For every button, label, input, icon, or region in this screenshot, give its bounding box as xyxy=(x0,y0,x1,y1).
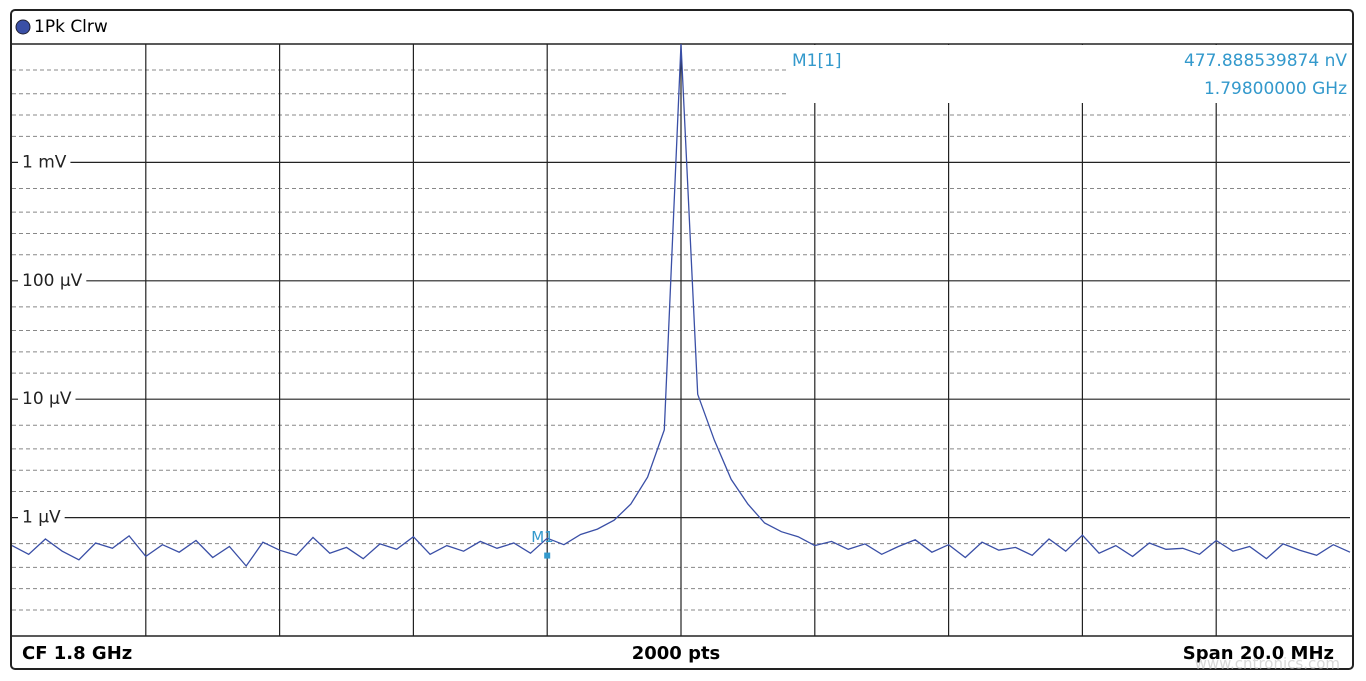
marker-readout-bg xyxy=(788,45,1350,103)
y-tick-label: 10 µV xyxy=(22,389,72,409)
marker-name: M1[1] xyxy=(792,51,842,71)
chart-title: 1Pk Clrw xyxy=(34,17,108,37)
footer-center: 2000 pts xyxy=(632,643,721,664)
y-tick-label-bg xyxy=(18,270,87,291)
marker-label: M1 xyxy=(531,528,554,546)
frame xyxy=(10,9,1354,670)
plot-area: 1 mV 100 µV 10 µV 1 µV M1[1] 477.888539874 nV… xyxy=(11,43,1351,636)
trace xyxy=(11,43,1351,568)
trace-indicator xyxy=(15,19,31,35)
y-tick-label-bg xyxy=(18,507,65,528)
y-tick-label-bg xyxy=(18,389,76,410)
y-tick-label-bg xyxy=(18,152,71,173)
y-tick-label: 1 µV xyxy=(22,508,61,528)
y-tick-label: 1 mV xyxy=(22,152,67,172)
footer-right: Span 20.0 MHz xyxy=(1183,643,1334,664)
footer-left: CF 1.8 GHz xyxy=(22,643,132,664)
watermark: www.cntronics.com xyxy=(1195,655,1340,673)
marker-y-label: 477.888539874 nV xyxy=(1184,51,1347,71)
marker xyxy=(544,552,551,559)
marker-x-label: 1.79800000 GHz xyxy=(1204,79,1347,99)
y-tick-label: 100 µV xyxy=(22,271,83,291)
